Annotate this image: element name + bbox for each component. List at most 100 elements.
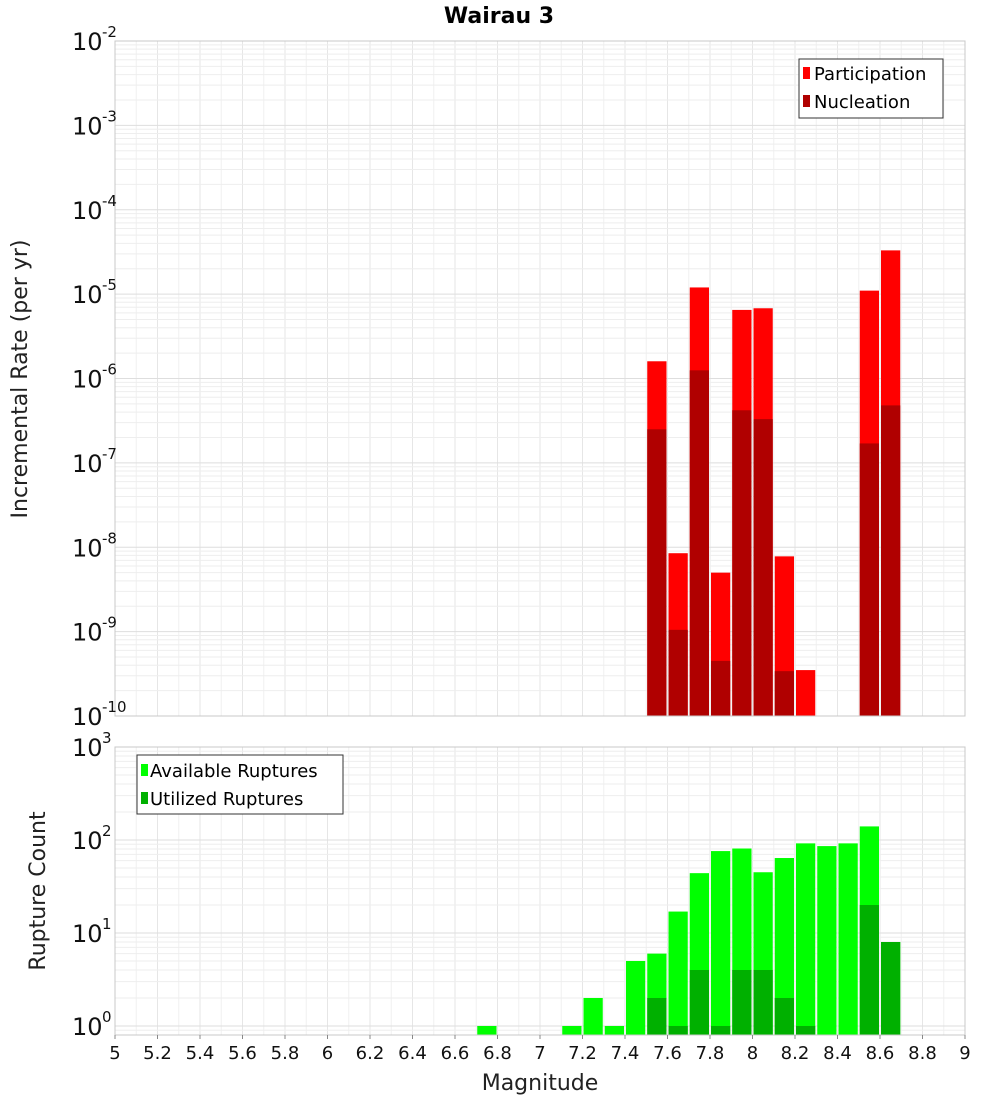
rate-y-tick-base: 10	[72, 197, 103, 225]
rate-bar-nucleation	[668, 629, 688, 716]
x-tick-label: 5.6	[228, 1043, 257, 1064]
x-tick-label: 7.4	[611, 1043, 640, 1064]
rate-y-tick-base: 10	[72, 112, 103, 140]
count-bar-utilized-ruptures	[796, 1025, 816, 1035]
x-tick-label: 8.2	[781, 1043, 810, 1064]
rate-y-ticks: 10-210-310-410-510-610-710-810-910-10	[72, 23, 127, 731]
rate-bar-nucleation	[711, 660, 731, 716]
x-tick-label: 7.8	[696, 1043, 725, 1064]
rate-y-axis-label: Incremental Rate (per yr)	[8, 240, 33, 519]
rate-y-tick-exponent: -3	[102, 107, 117, 125]
x-tick-label: 7.2	[568, 1043, 597, 1064]
x-tick-label: 5.8	[271, 1043, 300, 1064]
count-y-tick-exponent: 3	[102, 729, 112, 747]
chart-title: Wairau 3	[444, 4, 554, 29]
x-tick-label: 7.6	[653, 1043, 682, 1064]
count-bars	[477, 826, 901, 1035]
rate-y-tick-exponent: -2	[102, 23, 117, 41]
count-y-tick-exponent: 0	[102, 1008, 112, 1026]
rate-y-tick-exponent: -10	[102, 698, 127, 716]
rate-y-tick-exponent: -7	[102, 445, 117, 463]
count-bar-available-ruptures	[626, 960, 646, 1035]
count-y-tick-exponent: 2	[102, 822, 112, 840]
x-tick-label: 9	[959, 1043, 970, 1064]
count-bar-utilized-ruptures	[711, 1025, 731, 1035]
rate-y-tick-base: 10	[72, 703, 103, 731]
count-y-axis-label: Rupture Count	[26, 811, 51, 971]
count-bar-available-ruptures	[838, 843, 858, 1035]
legend-label-available: Available Ruptures	[150, 761, 318, 782]
rate-legend-box	[798, 58, 944, 119]
count-bar-available-ruptures	[562, 1025, 582, 1035]
rate-y-tick-base: 10	[72, 366, 103, 394]
legend-label-nucleation: Nucleation	[814, 92, 910, 113]
x-tick-label: 6.2	[356, 1043, 385, 1064]
rate-bar-nucleation	[859, 443, 879, 716]
legend-swatch-participation	[803, 67, 810, 79]
rate-bar-nucleation	[732, 410, 752, 716]
rate-bar-nucleation	[753, 419, 773, 716]
x-tick-label: 8.8	[908, 1043, 937, 1064]
rate-panel: 10-210-310-410-510-610-710-810-910-10 In…	[8, 23, 966, 731]
count-bar-available-ruptures	[796, 843, 816, 1035]
magnitude-x-ticks: 5 5.2 5.4 5.6 5.8 6 6.2 6.4 6.6 6.8 7 7.2 7.4 7.6 7.8 8…	[109, 1035, 971, 1064]
rate-y-tick-exponent: -4	[102, 192, 117, 210]
rate-y-tick-base: 10	[72, 281, 103, 309]
count-bar-available-ruptures	[477, 1025, 497, 1035]
rate-y-tick-exponent: -9	[102, 614, 117, 632]
legend-swatch-available	[141, 764, 148, 776]
legend-swatch-nucleation	[803, 95, 810, 107]
rate-bar-nucleation	[647, 429, 667, 716]
x-tick-label: 6.6	[441, 1043, 470, 1064]
count-bar-available-ruptures	[583, 997, 603, 1035]
x-tick-label: 8.4	[823, 1043, 852, 1064]
count-bar-available-ruptures	[817, 846, 837, 1035]
rate-bar-nucleation	[881, 405, 901, 716]
count-y-tick-base: 10	[72, 1013, 103, 1041]
rate-legend: Participation Nucleation	[798, 58, 944, 119]
rate-grid	[114, 40, 966, 717]
count-bar-available-ruptures	[774, 858, 794, 1035]
rate-y-tick-exponent: -5	[102, 276, 117, 294]
rate-y-tick-exponent: -6	[102, 361, 117, 379]
count-y-tick-exponent: 1	[102, 915, 112, 933]
x-tick-label: 8	[747, 1043, 758, 1064]
count-bar-utilized-ruptures	[689, 969, 709, 1035]
count-bar-utilized-ruptures	[753, 969, 773, 1035]
legend-label-utilized: Utilized Ruptures	[150, 789, 303, 810]
count-bar-available-ruptures	[668, 911, 688, 1035]
count-bar-available-ruptures	[604, 1025, 624, 1035]
count-y-tick-base: 10	[72, 827, 103, 855]
x-tick-label: 5	[109, 1043, 120, 1064]
count-bar-utilized-ruptures	[859, 904, 879, 1035]
rate-y-tick-exponent: -8	[102, 529, 117, 547]
x-axis-label: Magnitude	[482, 1071, 599, 1096]
legend-swatch-utilized	[141, 792, 148, 804]
count-y-tick-base: 10	[72, 734, 103, 762]
rate-bar-nucleation	[689, 370, 709, 716]
x-tick-label: 6.4	[398, 1043, 427, 1064]
x-tick-label: 6	[322, 1043, 333, 1064]
x-tick-label: 6.8	[483, 1043, 512, 1064]
x-tick-label: 5.2	[143, 1043, 172, 1064]
count-bar-utilized-ruptures	[774, 997, 794, 1035]
rate-y-tick-base: 10	[72, 534, 103, 562]
rate-y-tick-base: 10	[72, 450, 103, 478]
x-tick-label: 7	[534, 1043, 545, 1064]
count-bar-utilized-ruptures	[881, 942, 901, 1035]
x-tick-label: 5.4	[186, 1043, 215, 1064]
rate-y-tick-base: 10	[72, 28, 103, 56]
rate-bar-nucleation	[774, 671, 794, 716]
count-legend: Available Ruptures Utilized Ruptures	[136, 754, 344, 815]
count-y-tick-base: 10	[72, 920, 103, 948]
count-bar-utilized-ruptures	[647, 997, 667, 1035]
x-tick-label: 8.6	[866, 1043, 895, 1064]
count-bar-available-ruptures	[711, 851, 731, 1035]
count-bar-utilized-ruptures	[668, 1025, 688, 1035]
count-legend-box	[136, 754, 344, 815]
rate-plot-border	[114, 40, 966, 717]
